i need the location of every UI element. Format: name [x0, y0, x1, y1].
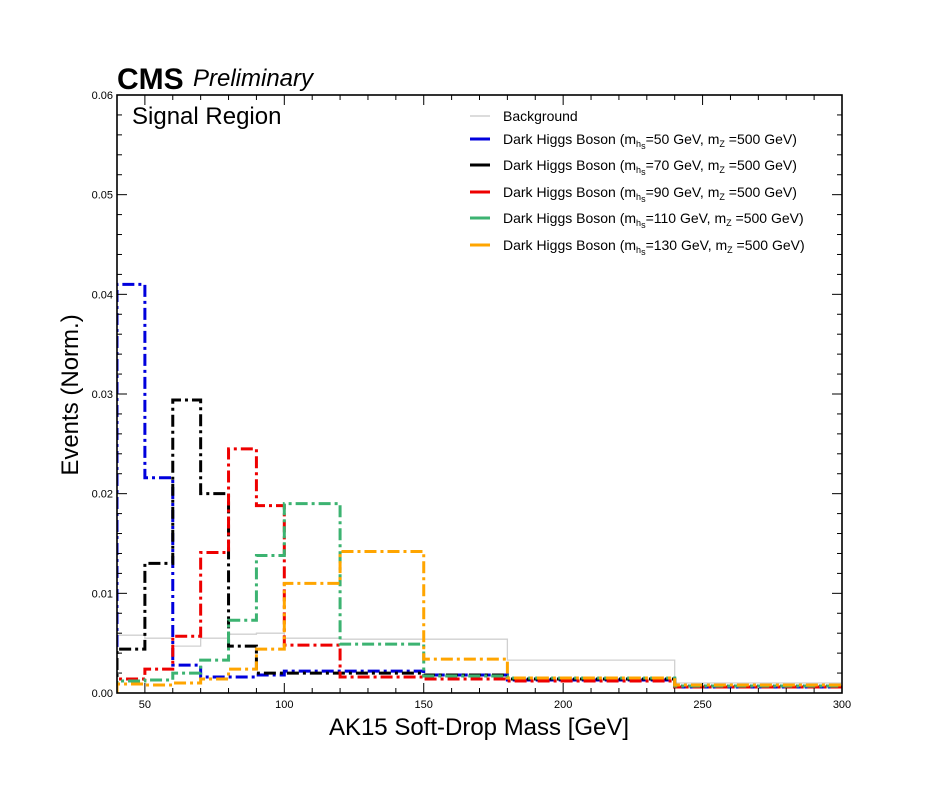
legend-entry-0: Background	[503, 108, 578, 124]
y-tick-label: 0.04	[92, 289, 113, 301]
series-line-2	[117, 398, 842, 693]
legend: Background Dark Higgs Boson (mhs=50 GeV, …	[470, 108, 805, 257]
plot-area	[117, 282, 842, 693]
series-line-3	[117, 447, 842, 693]
legend-entry-5: Dark Higgs Boson (mhs=130 GeV, mZ =500 G…	[503, 237, 805, 257]
y-tick-label: 0.00	[92, 688, 113, 700]
legend-entry-1: Dark Higgs Boson (mhs=50 GeV, mZ =500 Ge…	[503, 131, 797, 151]
x-tick-label: 50	[139, 699, 151, 711]
legend-entry-3: Dark Higgs Boson (mhs=90 GeV, mZ =500 Ge…	[503, 184, 797, 204]
x-tick-label: 150	[415, 699, 433, 711]
y-tick-label: 0.03	[92, 389, 113, 401]
y-tick-label: 0.02	[92, 489, 113, 501]
legend-entry-4: Dark Higgs Boson (mhs=110 GeV, mZ =500 G…	[503, 210, 804, 230]
x-tick-label: 200	[554, 699, 572, 711]
region-label: Signal Region	[132, 103, 281, 130]
x-axis-title: AK15 Soft-Drop Mass [GeV]	[329, 714, 629, 741]
legend-entry-2: Dark Higgs Boson (mhs=70 GeV, mZ =500 Ge…	[503, 157, 797, 177]
x-tick-label: 100	[275, 699, 293, 711]
preliminary-label: Preliminary	[193, 65, 315, 92]
y-tick-label: 0.05	[92, 190, 113, 202]
x-tick-label: 250	[693, 699, 711, 711]
x-tick-label: 300	[833, 699, 851, 711]
series-line-0	[117, 632, 842, 693]
cms-label: CMS	[117, 63, 184, 96]
y-axis-title: Events (Norm.)	[57, 314, 84, 475]
series-line-1	[117, 282, 842, 693]
series-line-5	[117, 549, 842, 693]
y-tick-label: 0.06	[92, 90, 113, 102]
series-line-4	[117, 502, 842, 693]
axes: 50 100 150 200 250 300 0.00 0.01 0.02 0.03 0.04 0.0…	[92, 90, 852, 711]
y-tick-label: 0.01	[92, 588, 113, 600]
